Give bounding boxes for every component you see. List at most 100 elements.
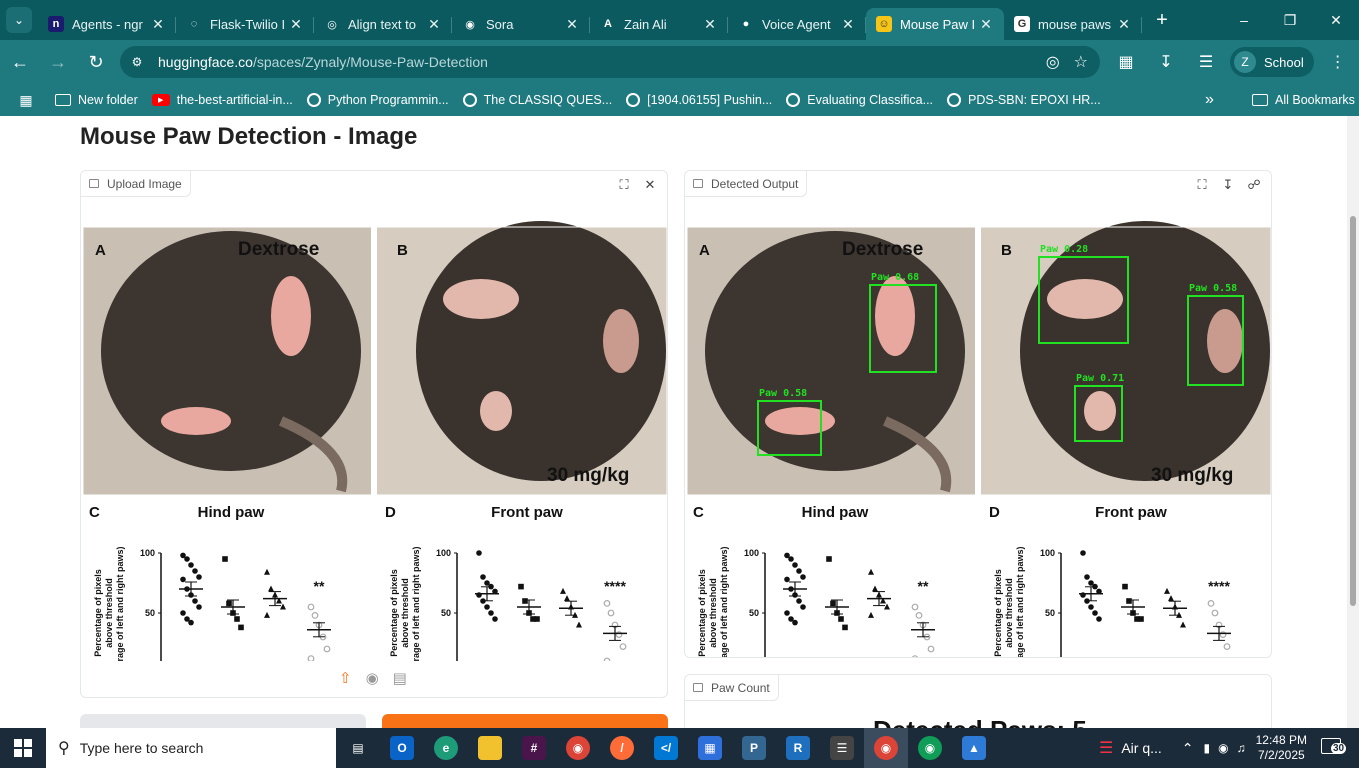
eye-off-icon[interactable]: ◎ (1046, 52, 1060, 72)
news-icon[interactable]: ☰ (820, 728, 864, 768)
tab-close-icon[interactable]: ✕ (840, 16, 856, 33)
bookmark-5[interactable]: Evaluating Classifica... (786, 93, 933, 107)
weather-icon[interactable]: ☰ (1099, 738, 1113, 758)
minimize-button[interactable]: – (1221, 0, 1267, 40)
upload-icon[interactable]: ⇧ (339, 669, 352, 687)
close-window-button[interactable]: ✕ (1313, 0, 1359, 40)
page-scrollbar[interactable] (1347, 116, 1359, 728)
panel-title: Hind paw (802, 504, 869, 521)
bookmarks-more[interactable]: » (1205, 91, 1214, 109)
tab-3[interactable]: ◉ Sora ✕ (452, 8, 590, 40)
tab-search-button[interactable]: ⌄ (0, 0, 38, 40)
tab-1[interactable]: ◌ Flask-Twilio I ✕ (176, 8, 314, 40)
site-info-icon[interactable]: ⚙ (124, 49, 150, 75)
y-tick-label: 100 (1040, 548, 1055, 558)
search-placeholder: Type here to search (80, 740, 204, 756)
download-icon[interactable]: ↧ (1217, 175, 1239, 195)
edge-icon[interactable]: e (424, 728, 468, 768)
restore-button[interactable]: ❐ (1267, 0, 1313, 40)
forward-button[interactable]: → (40, 44, 76, 80)
chrome-icon[interactable]: ◉ (556, 728, 600, 768)
bookmark-6[interactable]: PDS-SBN: EPOXI HR... (947, 93, 1101, 107)
share-icon[interactable]: ☍ (1243, 175, 1265, 195)
chrome-active-icon[interactable]: ◉ (864, 728, 908, 768)
address-bar[interactable]: ⚙ huggingface.co/spaces/Zynaly/Mouse-Paw… (120, 46, 1100, 78)
profile-name: School (1264, 55, 1304, 70)
tab-favicon-icon: ☺ (876, 16, 892, 32)
clock[interactable]: 12:48 PM 7/2/2025 (1256, 733, 1307, 763)
slack-icon[interactable]: # (512, 728, 556, 768)
taskbar-search[interactable]: ⚲ Type here to search (46, 728, 336, 768)
postman-icon[interactable]: / (600, 728, 644, 768)
bookmarks-bar: ▦ New folder ▶ the-best-artificial-in... Py… (0, 84, 1359, 116)
bookmark-4[interactable]: [1904.06155] Pushin... (626, 93, 772, 107)
start-button[interactable] (0, 728, 46, 768)
clear-icon[interactable]: ✕ (639, 175, 661, 195)
tab-4[interactable]: A Zain Ali ✕ (590, 8, 728, 40)
more-menu-icon[interactable]: ⋮ (1322, 46, 1354, 78)
tab-close-icon[interactable]: ✕ (702, 16, 718, 33)
fullscreen-icon[interactable]: ⛶ (1191, 175, 1213, 195)
task-view-icon[interactable]: ▤ (336, 728, 380, 768)
r-icon[interactable]: R (776, 728, 820, 768)
download-icon[interactable]: ↧ (1150, 46, 1182, 78)
tab-close-icon[interactable]: ✕ (426, 16, 442, 33)
chevron-up-icon[interactable]: ⌃ (1182, 740, 1194, 757)
new-tab-button[interactable]: + (1146, 9, 1178, 32)
tab-close-icon[interactable]: ✕ (978, 16, 994, 33)
photos-icon[interactable]: ▲ (952, 728, 996, 768)
tab-close-icon[interactable]: ✕ (288, 16, 304, 33)
data-point (784, 577, 790, 583)
data-point (1208, 601, 1214, 607)
data-point (234, 616, 240, 622)
reload-button[interactable]: ↻ (78, 44, 114, 80)
volume-icon[interactable]: ♫ (1237, 741, 1246, 755)
weather-text[interactable]: Air q... (1121, 740, 1161, 756)
upload-image-panel[interactable]: Upload Image ⛶ ✕ Dextrose A B 30 mg/kg C Hind… (80, 170, 668, 698)
clear-button[interactable] (80, 714, 366, 728)
tab-2[interactable]: ◎ Align text to ✕ (314, 8, 452, 40)
tab-title: Mouse Paw I (900, 17, 978, 32)
vscode-icon[interactable]: </ (644, 728, 688, 768)
bookmark-1[interactable]: ▶ the-best-artificial-in... (152, 93, 293, 107)
bookmark-0[interactable]: New folder (55, 93, 138, 107)
tab-close-icon[interactable]: ✕ (564, 16, 580, 33)
postgres-icon[interactable]: P (732, 728, 776, 768)
media-icon[interactable]: ☰ (1190, 46, 1222, 78)
data-point (492, 616, 498, 622)
tab-0[interactable]: n Agents - ngr ✕ (38, 8, 176, 40)
bookmark-3[interactable]: The CLASSIQ QUES... (463, 93, 613, 107)
apps-icon[interactable]: ▦ (18, 92, 41, 108)
back-button[interactable]: ← (2, 44, 38, 80)
all-bookmarks[interactable]: All Bookmarks (1252, 93, 1355, 107)
battery-icon[interactable]: ▮ (1204, 741, 1211, 755)
tab-6[interactable]: ☺ Mouse Paw I ✕ (866, 8, 1004, 40)
tab-close-icon[interactable]: ✕ (150, 16, 166, 33)
bookmark-2[interactable]: Python Programmin... (307, 93, 449, 107)
fullscreen-icon[interactable]: ⛶ (613, 175, 635, 195)
submit-button[interactable] (382, 714, 668, 728)
globe-icon (786, 93, 800, 107)
tab-close-icon[interactable]: ✕ (1116, 16, 1132, 33)
outlook-icon[interactable]: O (380, 728, 424, 768)
chrome-profile-icon[interactable]: ◉ (908, 728, 952, 768)
chevron-down-icon: ⌄ (6, 7, 32, 33)
bookmark-label: Evaluating Classifica... (807, 93, 933, 107)
data-point (830, 601, 836, 607)
notifications-icon[interactable]: 30 (1321, 738, 1351, 758)
webcam-icon[interactable]: ◉ (366, 669, 379, 687)
store-icon[interactable]: ▦ (688, 728, 732, 768)
star-icon[interactable]: ☆ (1074, 52, 1088, 72)
taskbar: ⚲ Type here to search ▤ O e # ◉ / </ ▦ P… (0, 728, 1359, 768)
profile-button[interactable]: Z School (1230, 47, 1314, 77)
text-icon (693, 683, 703, 692)
data-point (912, 656, 918, 658)
data-point (226, 601, 232, 607)
clipboard-icon[interactable]: ▤ (393, 669, 407, 687)
file-explorer-icon[interactable] (468, 728, 512, 768)
data-point (1212, 610, 1218, 616)
wifi-icon[interactable]: ◉ (1218, 741, 1228, 755)
extensions-icon[interactable]: ▦ (1110, 46, 1142, 78)
tab-5[interactable]: ● Voice Agent ✕ (728, 8, 866, 40)
